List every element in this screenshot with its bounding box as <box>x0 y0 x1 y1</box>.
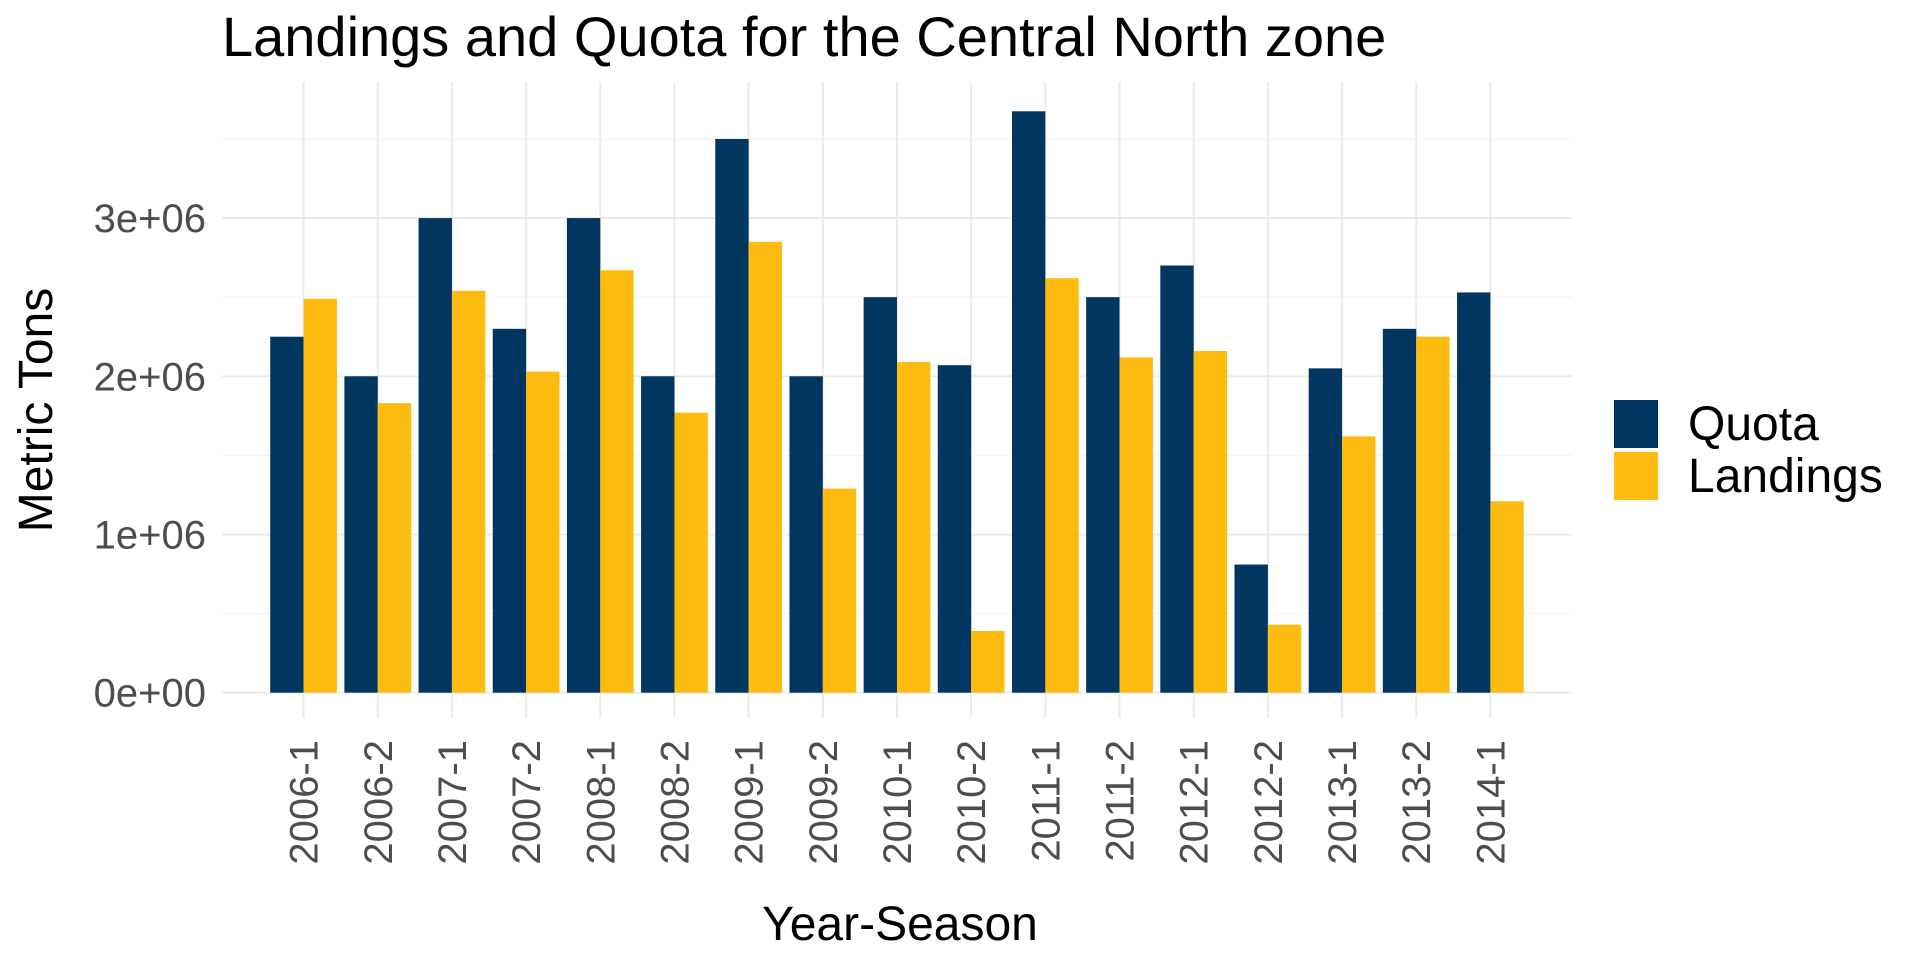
y-tick-label: 0e+00 <box>94 672 206 716</box>
bar-quota-2008-1 <box>566 218 601 693</box>
x-tick-label: 2006-2 <box>357 740 401 865</box>
x-axis-ticks: 2006-1 2006-2 2007-1 2007-2 2008-1 2008-2 2009… <box>283 740 1514 865</box>
y-axis-ticks: 0e+00 1e+06 2e+06 3e+06 <box>94 197 206 716</box>
bar-landings-2008-2 <box>674 412 708 693</box>
x-tick-label: 2007-1 <box>431 740 475 865</box>
bar-quota-2007-2 <box>492 328 527 693</box>
bar-landings-2011-2 <box>1119 357 1153 693</box>
legend-label-quota: Quota <box>1688 398 1819 451</box>
bar-landings-2008-1 <box>600 270 634 693</box>
bar-quota-2009-2 <box>789 376 823 693</box>
bar-quota-2014-1 <box>1457 292 1491 693</box>
legend-key-landings <box>1614 452 1658 500</box>
x-tick-label: 2010-1 <box>876 740 920 865</box>
bar-landings-2006-1 <box>303 298 337 693</box>
bar-landings-2009-2 <box>822 488 857 693</box>
bar-quota-2007-1 <box>418 218 452 693</box>
bar-quota-2006-2 <box>344 376 378 693</box>
x-axis-title: Year-Season <box>762 898 1038 951</box>
x-tick-label: 2008-2 <box>653 740 697 865</box>
y-tick-label: 2e+06 <box>94 355 206 399</box>
bar-quota-2013-2 <box>1382 328 1417 693</box>
y-axis-title: Metric Tons <box>10 288 63 533</box>
bar-landings-2013-1 <box>1342 436 1376 693</box>
x-tick-label: 2008-1 <box>579 740 623 865</box>
y-tick-label: 1e+06 <box>94 513 206 557</box>
x-tick-label: 2010-2 <box>950 740 994 865</box>
bar-quota-2009-1 <box>715 138 749 693</box>
bar-quota-2008-2 <box>641 376 675 693</box>
x-tick-label: 2014-1 <box>1469 740 1513 865</box>
bar-landings-2012-2 <box>1267 624 1302 693</box>
legend-label-landings: Landings <box>1688 450 1883 503</box>
chart-title: Landings and Quota for the Central North… <box>222 5 1386 68</box>
bar-quota-2011-2 <box>1086 297 1120 693</box>
bar-landings-2006-2 <box>377 403 412 693</box>
bar-landings-2010-1 <box>897 362 931 693</box>
x-tick-label: 2012-2 <box>1247 740 1291 865</box>
bar-landings-2009-1 <box>748 241 783 693</box>
x-tick-label: 2013-2 <box>1395 740 1439 865</box>
bar-quota-2006-1 <box>270 336 304 693</box>
x-tick-label: 2011-2 <box>1099 740 1143 862</box>
y-tick-label: 3e+06 <box>94 197 206 241</box>
bar-landings-2007-2 <box>526 371 560 693</box>
x-tick-label: 2007-2 <box>505 740 549 865</box>
x-tick-label: 2006-1 <box>283 740 327 865</box>
bars <box>270 111 1524 693</box>
bar-landings-2014-1 <box>1490 501 1524 693</box>
legend-key-quota <box>1614 400 1658 448</box>
x-tick-label: 2011-1 <box>1024 740 1068 862</box>
bar-quota-2012-2 <box>1234 564 1268 693</box>
bar-landings-2012-1 <box>1193 350 1228 693</box>
x-tick-label: 2009-1 <box>728 740 772 865</box>
x-tick-label: 2013-1 <box>1321 740 1365 865</box>
bar-landings-2010-2 <box>971 630 1005 693</box>
x-tick-label: 2012-1 <box>1173 740 1217 865</box>
x-tick-label: 2009-2 <box>802 740 846 865</box>
bar-quota-2010-2 <box>937 365 972 693</box>
bar-landings-2011-1 <box>1045 278 1079 693</box>
bar-quota-2012-1 <box>1160 265 1194 693</box>
bar-quota-2013-1 <box>1308 368 1343 693</box>
bar-quota-2011-1 <box>1011 111 1046 693</box>
bar-quota-2010-1 <box>863 297 897 693</box>
bar-landings-2013-2 <box>1416 336 1450 693</box>
bar-landings-2007-1 <box>451 290 486 693</box>
